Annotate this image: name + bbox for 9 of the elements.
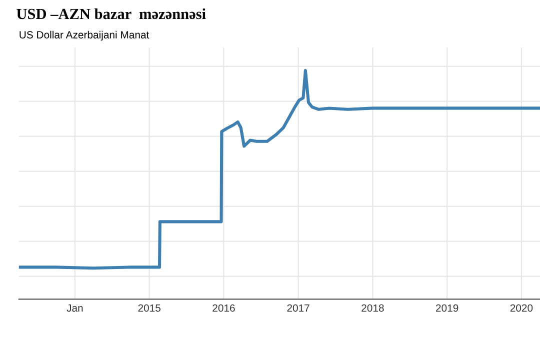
x-tick-label: Jan: [66, 304, 83, 312]
x-tick-label: 2017: [287, 304, 310, 312]
x-tick-label: 2015: [138, 304, 160, 312]
x-tick-label: 2020: [510, 304, 533, 312]
x-tick-label: 2018: [362, 304, 384, 312]
x-tick-label: 2019: [436, 304, 458, 312]
chart-subtitle: US Dollar Azerbaijani Manat: [20, 30, 150, 41]
x-tick-label: 2016: [212, 304, 235, 312]
chart-title: USD –AZN bazar məzənnəsi: [16, 8, 206, 20]
